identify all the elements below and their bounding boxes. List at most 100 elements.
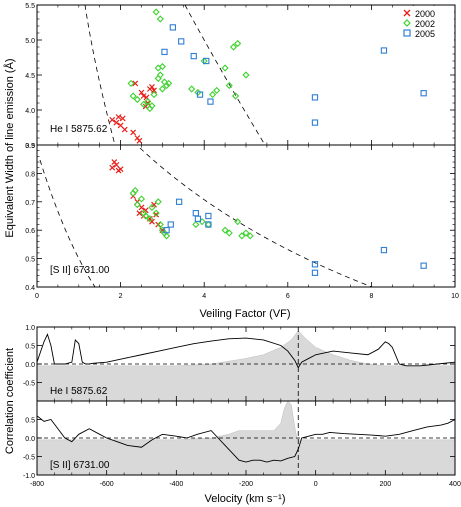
- point-2002: [154, 198, 162, 206]
- point-2000: [121, 126, 128, 133]
- point-2005: [420, 90, 427, 97]
- point-2002: [242, 229, 250, 237]
- point-2000: [113, 119, 120, 126]
- point-2002: [137, 195, 146, 203]
- point-2002: [142, 212, 150, 220]
- point-2002: [163, 81, 171, 90]
- s2-subpanel-frame: [36, 144, 456, 288]
- y-tick-label: 1.0: [25, 325, 35, 332]
- point-2002: [133, 95, 141, 104]
- x-tick-label: 4: [202, 293, 206, 300]
- x-tick-label: 0: [35, 293, 39, 300]
- y-tick-label: 0.5: [25, 344, 35, 351]
- point-2000: [142, 207, 149, 214]
- point-2002: [144, 98, 152, 106]
- point-2002: [229, 43, 238, 51]
- x-tick-label: -600: [100, 481, 114, 488]
- point-2005: [161, 48, 168, 56]
- bottom-y-axis-label: Correlation coefficient: [4, 348, 16, 454]
- line-profile-fill-0: [37, 330, 455, 401]
- s2-subpanel-label: [S II] 6731.00: [50, 265, 110, 276]
- point-2005: [178, 38, 185, 45]
- y-tick-label: 0.5: [25, 257, 35, 264]
- x-tick-label: 2: [119, 293, 123, 300]
- point-2002: [208, 91, 217, 99]
- point-2005: [420, 262, 427, 269]
- y-tick-label: 0.4: [25, 285, 35, 292]
- point-2005: [196, 91, 204, 98]
- point-2005: [163, 227, 170, 234]
- y-tick-label: 0.7: [25, 200, 35, 207]
- point-2000: [138, 89, 145, 96]
- point-2002: [188, 85, 196, 93]
- point-2002: [158, 63, 166, 71]
- point-2002: [242, 71, 250, 79]
- y-tick-label: 0.0: [25, 362, 35, 369]
- legend-label-2002: 2002: [415, 19, 435, 29]
- x-tick-label: 8: [369, 293, 373, 300]
- y-tick-label: 4.0: [25, 108, 35, 115]
- y-tick-label: 4.5: [25, 73, 35, 80]
- y-tick-label: -0.5: [23, 455, 35, 462]
- correlation-curve-0: [37, 333, 455, 369]
- legend-marker-2002: [403, 19, 411, 27]
- point-2002: [148, 203, 156, 212]
- model-curve-he-left: [84, 5, 116, 145]
- legend-marker-2005: [403, 29, 411, 37]
- y-tick-label: 0.0: [25, 436, 35, 443]
- point-2005: [311, 119, 319, 126]
- scatter-points-1: [109, 159, 427, 276]
- point-2000: [138, 204, 145, 211]
- point-2005: [380, 246, 388, 254]
- point-2002: [225, 229, 233, 237]
- point-2002: [238, 232, 246, 240]
- legend-label-2005: 2005: [415, 29, 435, 39]
- point-2000: [149, 83, 155, 90]
- point-2000: [117, 166, 124, 173]
- point-2002: [231, 92, 240, 100]
- point-2002: [156, 15, 164, 23]
- point-2005: [167, 221, 174, 228]
- point-2002: [165, 79, 173, 87]
- x-tick-label: -400: [169, 481, 183, 488]
- point-2000: [115, 114, 122, 120]
- corr-s2-subpanel-label: [S II] 6731.00: [50, 460, 110, 471]
- point-2002: [225, 81, 233, 90]
- top-x-axis-label: Veiling Factor (VF): [199, 308, 290, 320]
- model-curve-s2-left: [39, 159, 96, 287]
- point-2005: [311, 261, 319, 268]
- point-2002: [133, 201, 141, 209]
- point-2002: [127, 79, 135, 87]
- point-2002: [213, 86, 221, 94]
- x-tick-label: -200: [239, 481, 253, 488]
- x-tick-label: 6: [286, 293, 290, 300]
- correlation-curve-1: [37, 415, 455, 463]
- y-tick-label: 0.9: [25, 143, 35, 150]
- x-tick-label: -800: [30, 481, 44, 488]
- point-2000: [140, 93, 147, 99]
- point-2000: [151, 201, 157, 208]
- point-2002: [154, 74, 162, 83]
- point-2002: [246, 232, 254, 240]
- model-curves: [39, 5, 373, 287]
- point-2000: [113, 161, 120, 168]
- point-2000: [136, 137, 143, 144]
- point-2002: [234, 218, 242, 226]
- legend: 2000 2002 2005: [398, 6, 454, 42]
- point-2002: [146, 215, 154, 223]
- point-2002: [150, 91, 158, 99]
- point-2005: [311, 94, 319, 101]
- point-2002: [148, 102, 156, 110]
- correlation-panel: -0.5 0.0 0.5 1.0 -1.0 -0.5 0.0 0.5 -800 -600 -400 -…: [4, 325, 461, 505]
- point-2000: [136, 210, 143, 217]
- corr-s2-subpanel-frame: [36, 400, 456, 476]
- point-2005: [190, 52, 197, 60]
- top-y-axis-label: Equivalent Width of line emission (Å): [3, 58, 16, 237]
- line-profile-fill-1: [37, 401, 455, 475]
- point-2002: [129, 92, 137, 100]
- x-tick-label: 200: [379, 481, 391, 488]
- point-2000: [132, 80, 139, 87]
- point-2002: [152, 209, 160, 217]
- point-2000: [109, 116, 116, 123]
